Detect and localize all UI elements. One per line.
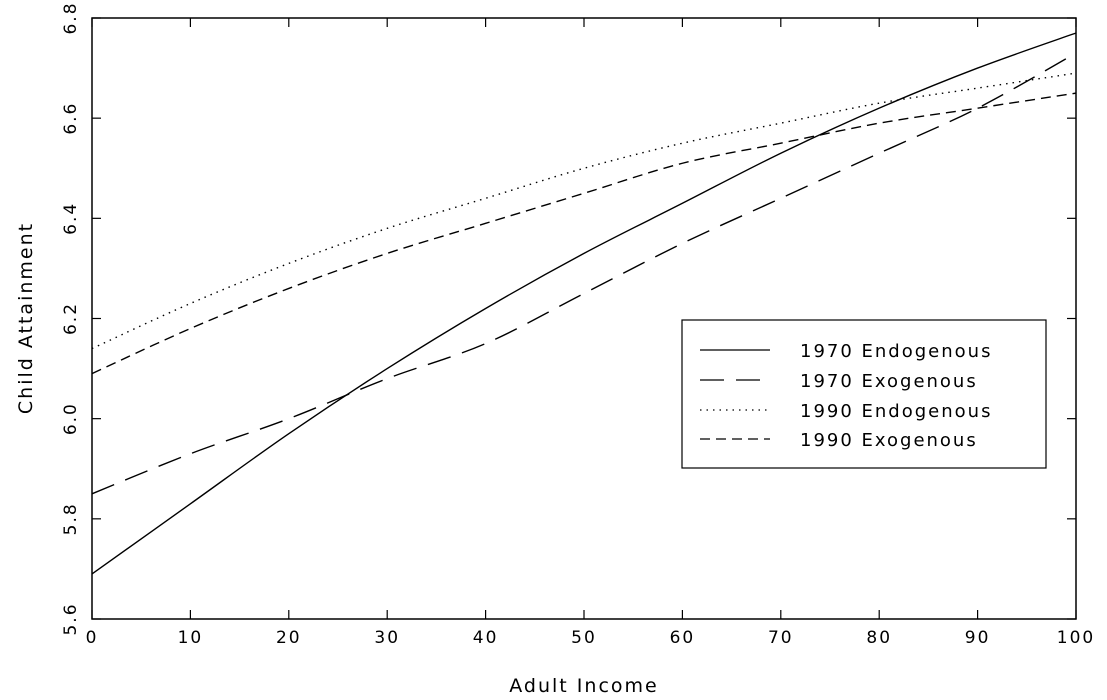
x-tick-label: 40 (473, 628, 499, 648)
y-tick-label: 6.6 (61, 102, 81, 135)
y-axis-title: Child Attainment (15, 222, 37, 414)
legend: 1970 Endogenous 1970 Exogenous 1990 Endo… (681, 319, 1047, 469)
y-tick-label: 5.6 (61, 602, 81, 635)
legend-label-1990-endogenous: 1990 Endogenous (800, 401, 992, 422)
x-tick-label: 50 (571, 628, 597, 648)
x-tick-label: 10 (178, 628, 204, 648)
legend-label-1970-exogenous: 1970 Exogenous (800, 371, 978, 392)
x-tick-label: 60 (670, 628, 696, 648)
x-tick-label: 30 (374, 628, 400, 648)
series-group (91, 32, 1077, 575)
y-tick-label: 6.8 (61, 1, 81, 34)
x-tick-label: 80 (866, 628, 892, 648)
x-tick-label: 70 (768, 628, 794, 648)
series-line-1990-exogenous (91, 92, 1077, 375)
tick-group: 0 10 20 30 40 50 60 70 80 90 100 5.6 5.8 6.0 6.2 6.4 6.6… (61, 1, 1095, 648)
legend-box (681, 319, 1047, 469)
y-tick-label: 6.2 (61, 302, 81, 335)
legend-label-1970-endogenous: 1970 Endogenous (800, 341, 992, 362)
x-tick-label: 0 (86, 628, 99, 648)
x-tick-label: 90 (965, 628, 991, 648)
x-axis-title: Adult Income (509, 675, 658, 697)
y-tick-label: 5.8 (61, 502, 81, 535)
y-tick-label: 6.0 (61, 402, 81, 435)
x-tick-label: 100 (1057, 628, 1095, 648)
series-line-1970-endogenous (91, 32, 1077, 575)
legend-label-1990-exogenous: 1990 Exogenous (800, 430, 978, 451)
plot-frame (91, 17, 1077, 620)
y-tick-label: 6.4 (61, 202, 81, 235)
x-tick-label: 20 (276, 628, 302, 648)
